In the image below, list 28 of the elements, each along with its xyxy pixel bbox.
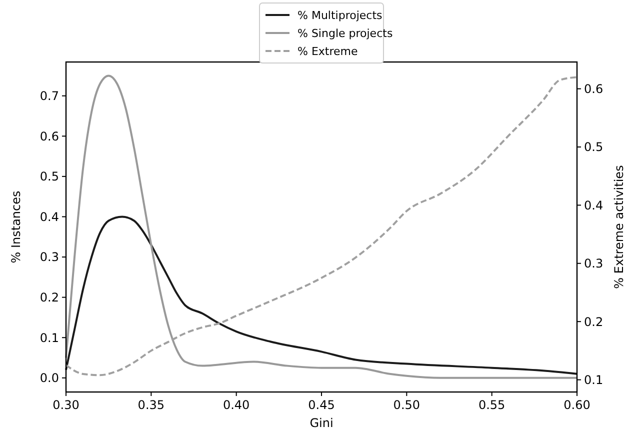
x-tick-label: 0.45	[308, 398, 335, 412]
legend-label: % Multiprojects	[298, 8, 383, 22]
y-axis-title: % Instances	[9, 190, 23, 264]
x-tick-label: 0.55	[478, 398, 506, 412]
y2-tick-label: 0.6	[584, 82, 604, 96]
x-tick-label: 0.60	[564, 398, 590, 412]
y-tick-label: 0.2	[40, 290, 59, 305]
x-tick-label: 0.30	[52, 398, 80, 412]
y2-tick-label: 0.1	[584, 372, 604, 387]
legend-label: % Extreme	[298, 44, 358, 58]
x-tick-label: 0.35	[138, 398, 165, 412]
y2-tick-label: 0.2	[584, 314, 604, 329]
line-series	[65, 216, 578, 375]
y-tick-label: 0.4	[40, 210, 59, 224]
y-tick-label: 0.5	[40, 170, 59, 184]
y2-tick-label: 0.3	[584, 256, 604, 271]
y2-tick-label: 0.4	[584, 198, 604, 212]
legend-label: % Single projects	[298, 26, 393, 40]
y-tick-label: 0.0	[40, 371, 59, 386]
x-tick-label: 0.40	[222, 398, 250, 412]
y2-axis-title: % Extreme activities	[612, 165, 626, 289]
y-tick-label: 0.3	[40, 250, 59, 264]
y-tick-label: 0.7	[40, 89, 59, 104]
y-tick-label: 0.6	[40, 129, 59, 144]
y2-tick-label: 0.5	[584, 140, 604, 154]
x-tick-label: 0.50	[393, 398, 420, 412]
x-axis-title: Gini	[310, 416, 334, 430]
y-tick-label: 0.1	[40, 330, 59, 345]
